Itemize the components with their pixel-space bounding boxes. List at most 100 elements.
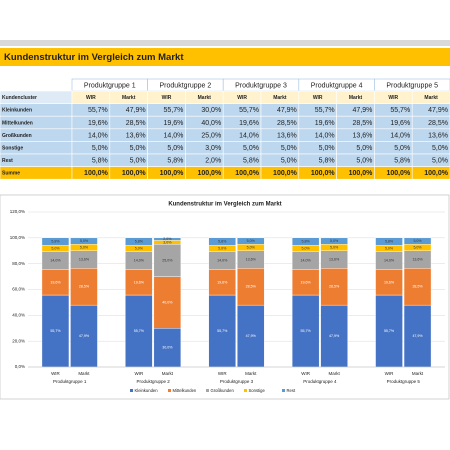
- cell-value: 100,0%: [311, 170, 336, 177]
- bar-segment: [208, 237, 236, 246]
- bar-segment: [208, 294, 236, 368]
- data-label: 55,7%: [50, 329, 61, 333]
- bar-segment: [208, 269, 236, 296]
- x-tick-label: Markt: [78, 371, 90, 376]
- cell-value: 55,7%: [239, 107, 259, 114]
- data-label: 14,0%: [50, 259, 61, 263]
- subheader: WIR: [388, 95, 398, 101]
- cell-value: 19,6%: [88, 120, 108, 127]
- row-label: Summe: [2, 171, 20, 177]
- x-tick-label: Markt: [329, 371, 341, 376]
- data-label: 19,6%: [217, 280, 228, 284]
- data-label: 47,9%: [412, 334, 423, 338]
- bar-segment: [125, 237, 153, 246]
- bar-segment: [403, 237, 432, 245]
- bar-segment: [291, 237, 320, 246]
- subheader: Markt: [273, 95, 287, 101]
- bar-segment: [237, 268, 265, 306]
- data-label: 14,0%: [384, 259, 395, 263]
- y-tick-label: 80,0%: [12, 261, 25, 266]
- data-label: 47,9%: [329, 334, 340, 338]
- cell-value: 5,8%: [167, 158, 183, 165]
- group-label: Produktgruppe 2: [136, 379, 170, 384]
- cell-value: 5,0%: [130, 158, 146, 165]
- data-label: 55,7%: [134, 329, 145, 333]
- group-label: Produktgruppe 1: [53, 379, 87, 384]
- cell-value: 5,0%: [130, 145, 146, 152]
- cell-value: 47,9%: [277, 107, 297, 114]
- cell-value: 19,6%: [315, 120, 335, 127]
- legend-swatch: [168, 389, 171, 392]
- cell-value: 28,5%: [353, 120, 373, 127]
- cell-value: 5,0%: [319, 145, 335, 152]
- bar-segment: [237, 304, 265, 368]
- data-label: 5,8%: [302, 239, 311, 243]
- data-label: 5,0%: [385, 246, 394, 250]
- sheet-title: Kundenstruktur im Vergleich zum Markt: [4, 52, 184, 63]
- cell-value: 5,8%: [319, 158, 335, 165]
- label-header: Kundencluster: [2, 95, 37, 101]
- cell-value: 2,0%: [205, 158, 221, 165]
- bar-segment: [375, 237, 403, 246]
- data-label: 28,5%: [329, 285, 340, 289]
- y-tick-label: 0,0%: [15, 364, 25, 369]
- x-tick-label: WIR: [385, 371, 394, 376]
- cell: [411, 166, 450, 180]
- cell-value: 14,0%: [88, 132, 108, 139]
- data-label: 5,0%: [247, 239, 256, 243]
- data-label: 5,0%: [413, 245, 422, 249]
- cell-value: 100,0%: [235, 170, 260, 177]
- toolbar-strip: [0, 40, 450, 46]
- cell-value: 28,5%: [428, 120, 448, 127]
- title-band: [0, 48, 450, 66]
- data-label: 19,6%: [301, 280, 312, 284]
- cell-value: 5,0%: [92, 145, 108, 152]
- data-label: 5,0%: [302, 246, 311, 250]
- subheader: Markt: [198, 95, 212, 101]
- cell-value: 30,0%: [201, 107, 221, 114]
- legend-swatch: [282, 389, 285, 392]
- x-tick-label: WIR: [301, 371, 310, 376]
- cell-value: 47,9%: [428, 107, 448, 114]
- cell-value: 5,8%: [92, 158, 108, 165]
- x-tick-label: WIR: [51, 371, 60, 376]
- group-header: Produktgruppe 4: [311, 82, 363, 89]
- bar-segment: [291, 269, 320, 296]
- data-label: 5,0%: [135, 246, 144, 250]
- data-label: 14,0%: [301, 259, 312, 263]
- row-label: Mittelkunden: [2, 120, 33, 126]
- subheader: WIR: [313, 95, 323, 101]
- cell-value: 47,9%: [126, 107, 146, 114]
- data-label: 19,6%: [384, 280, 395, 284]
- data-label: 14,0%: [217, 259, 228, 263]
- cell-value: 14,0%: [164, 132, 184, 139]
- subheader: Markt: [122, 95, 136, 101]
- legend-label: Rest: [287, 388, 296, 393]
- bar-segment: [320, 268, 348, 306]
- y-tick-label: 20,0%: [12, 338, 25, 343]
- data-label: 28,5%: [246, 285, 257, 289]
- data-label: 3,0%: [163, 240, 172, 244]
- cell-value: 55,7%: [315, 107, 335, 114]
- group-header: Produktgruppe 3: [235, 82, 287, 89]
- data-label: 14,0%: [134, 259, 145, 263]
- cell-value: 100,0%: [84, 170, 109, 177]
- cell-value: 13,6%: [126, 132, 146, 139]
- legend-swatch: [244, 389, 247, 392]
- subheader: Markt: [349, 95, 363, 101]
- cell-value: 28,5%: [277, 120, 297, 127]
- group-label: Produktgruppe 5: [387, 379, 421, 384]
- group-header: Produktgruppe 2: [160, 82, 212, 89]
- data-label: 40,0%: [162, 300, 173, 304]
- y-tick-label: 120,0%: [10, 209, 25, 214]
- legend-label: Großkunden: [211, 388, 235, 393]
- data-label: 47,9%: [246, 334, 257, 338]
- y-tick-label: 100,0%: [10, 235, 25, 240]
- row-label: Kleinkunden: [2, 108, 32, 114]
- data-label: 13,6%: [329, 257, 340, 261]
- cell-value: 55,7%: [390, 107, 410, 114]
- cell-value: 5,8%: [243, 158, 259, 165]
- cell-value: 5,0%: [281, 158, 297, 165]
- legend-label: Kleinkunden: [135, 388, 159, 393]
- row-label: Sonstige: [2, 146, 23, 152]
